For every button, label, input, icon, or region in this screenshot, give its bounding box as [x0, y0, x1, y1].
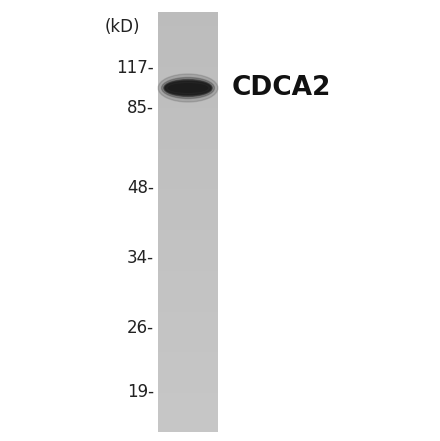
Text: 19-: 19- — [127, 383, 154, 401]
Ellipse shape — [161, 78, 214, 98]
Ellipse shape — [158, 74, 218, 102]
Text: 34-: 34- — [127, 249, 154, 267]
Ellipse shape — [164, 79, 212, 97]
Ellipse shape — [165, 81, 211, 95]
Text: CDCA2: CDCA2 — [232, 75, 331, 101]
Text: 48-: 48- — [127, 179, 154, 197]
Ellipse shape — [169, 84, 208, 92]
Text: (kD): (kD) — [105, 18, 140, 36]
Text: 117-: 117- — [116, 59, 154, 77]
Text: 26-: 26- — [127, 319, 154, 337]
Text: 85-: 85- — [127, 99, 154, 117]
